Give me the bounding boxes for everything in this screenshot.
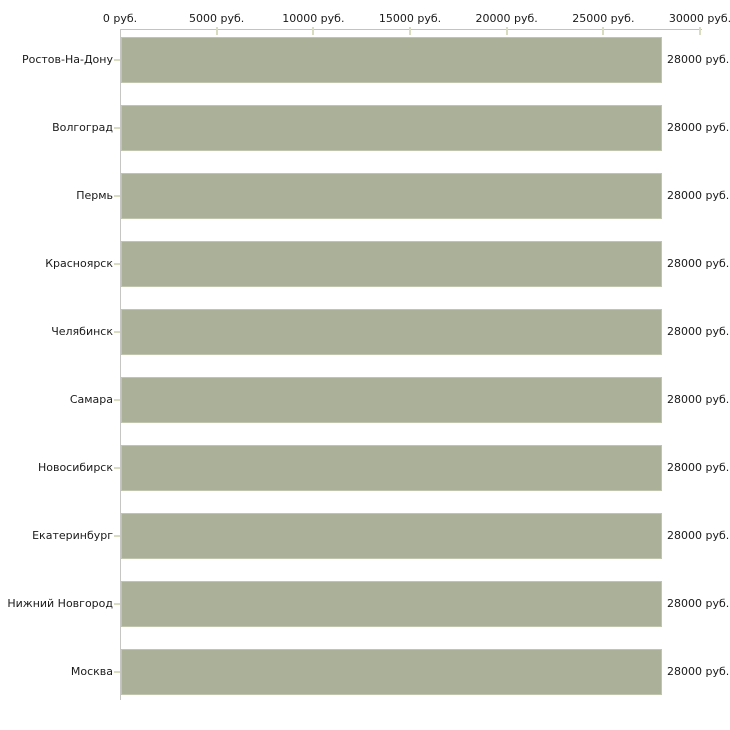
- bar: [121, 37, 662, 83]
- category-tick-mark: [114, 535, 120, 537]
- bar: [121, 513, 662, 559]
- category-label: Ростов-На-Дону: [21, 53, 113, 66]
- x-axis-tick-label: 20000 руб.: [475, 12, 538, 25]
- x-axis-tick-mark: [699, 27, 701, 35]
- x-axis-tick-label: 15000 руб.: [378, 12, 442, 25]
- category-tick-mark: [114, 603, 120, 605]
- value-label: 28000 руб.: [667, 529, 730, 542]
- category-tick-mark: [114, 59, 120, 61]
- x-axis-tick-mark: [505, 27, 508, 35]
- category-label: Екатеринбург: [32, 529, 113, 542]
- x-axis-tick-mark: [312, 27, 315, 35]
- category-tick-mark: [114, 263, 120, 265]
- x-axis-line: [120, 29, 702, 30]
- value-label: 28000 руб.: [667, 257, 730, 270]
- x-axis-tick-label: 25000 руб.: [572, 12, 635, 25]
- category-label: Волгоград: [52, 121, 113, 134]
- y-axis-line: [120, 29, 121, 700]
- bar: [121, 445, 662, 491]
- x-axis-tick-label: 10000 руб.: [282, 12, 345, 25]
- value-label: 28000 руб.: [667, 665, 730, 678]
- x-axis-tick-label: 30000 руб.: [668, 12, 730, 25]
- x-axis-tick-mark: [409, 27, 411, 35]
- category-label: Новосибирск: [37, 461, 113, 474]
- category-tick-mark: [114, 331, 120, 333]
- category-tick-mark: [114, 671, 120, 673]
- x-axis-tick-label: 5000 руб.: [189, 12, 245, 25]
- bar: [121, 377, 662, 423]
- value-label: 28000 руб.: [667, 325, 730, 338]
- x-axis-tick-mark: [602, 27, 605, 35]
- category-label: Нижний Новгород: [7, 597, 113, 610]
- x-axis-tick-label: 0 руб.: [102, 12, 138, 25]
- value-label: 28000 руб.: [667, 121, 730, 134]
- bar: [121, 105, 662, 151]
- value-label: 28000 руб.: [667, 461, 730, 474]
- category-tick-mark: [114, 467, 120, 469]
- value-label: 28000 руб.: [667, 189, 730, 202]
- category-tick-mark: [114, 195, 120, 197]
- category-label: Пермь: [76, 189, 113, 202]
- category-label: Москва: [70, 665, 113, 678]
- category-label: Самара: [69, 393, 113, 406]
- value-label: 28000 руб.: [667, 393, 730, 406]
- category-label: Челябинск: [51, 325, 113, 338]
- bar: [121, 309, 662, 355]
- category-tick-mark: [114, 399, 120, 401]
- category-label: Красноярск: [45, 257, 113, 270]
- bar: [121, 173, 662, 219]
- bar: [121, 241, 662, 287]
- bar: [121, 649, 662, 695]
- bar: [121, 581, 662, 627]
- x-axis-tick-mark: [215, 27, 218, 35]
- category-tick-mark: [114, 127, 120, 129]
- value-label: 28000 руб.: [667, 53, 730, 66]
- value-label: 28000 руб.: [667, 597, 730, 610]
